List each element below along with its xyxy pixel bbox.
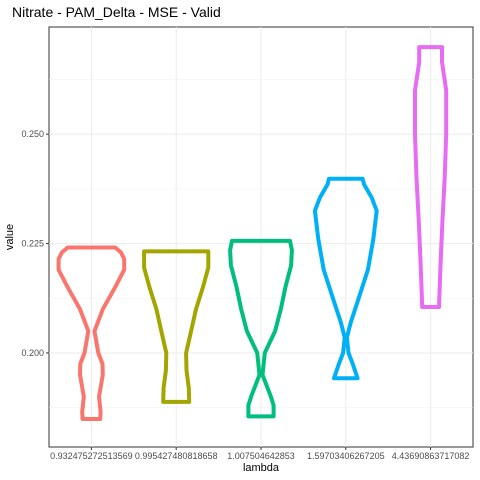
violin-5 — [413, 45, 449, 309]
y-tick-label: 0.200 — [21, 348, 44, 358]
violins — [56, 45, 449, 421]
y-tick-label: 0.250 — [21, 129, 44, 139]
violin-4 — [312, 176, 379, 381]
x-axis-label: lambda — [243, 462, 280, 474]
grid-lines — [49, 27, 473, 447]
x-tick-label: 0.995427480818658 — [135, 451, 218, 461]
violin-3 — [228, 238, 294, 419]
axes: 0.200 0.225 0.250 0.932475272513569 0.995427… — [21, 129, 469, 461]
y-axis-label: value — [4, 224, 16, 250]
chart-title: Nitrate - PAM_Delta - MSE - Valid — [12, 4, 221, 20]
x-tick-label: 1.007504642853 — [227, 451, 295, 461]
violin-2 — [142, 249, 211, 404]
y-tick-label: 0.225 — [21, 239, 44, 249]
violin-1 — [56, 245, 127, 421]
x-tick-label: 1.59703406267205 — [307, 451, 385, 461]
x-tick-label: 0.932475272513569 — [50, 451, 133, 461]
x-tick-label: 4.43690863717082 — [392, 451, 470, 461]
